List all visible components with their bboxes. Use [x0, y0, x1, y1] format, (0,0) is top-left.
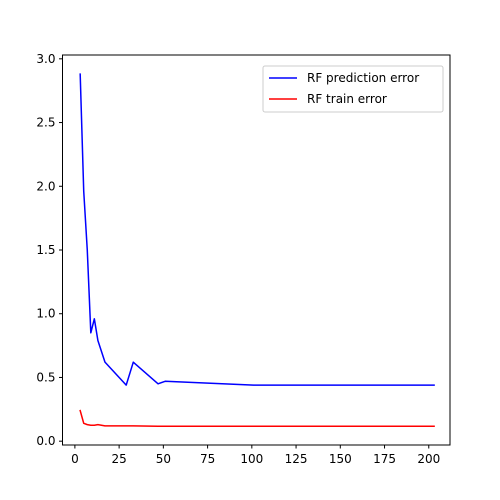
x-tick-label: 75 [200, 452, 215, 466]
y-tick-label: 0.5 [36, 370, 55, 384]
x-tick-label: 0 [71, 452, 79, 466]
series-line-prediction-error [79, 73, 435, 386]
legend-label: RF train error [307, 92, 387, 106]
plot-frame [62, 54, 451, 446]
y-axis: 0.0 0.5 1.0 1.5 2.0 2.5 3.0 [36, 52, 63, 448]
y-tick-label: 1.5 [36, 243, 55, 257]
y-tick-label: 3.0 [36, 52, 55, 66]
y-tick-label: 2.5 [36, 116, 55, 130]
legend: RF prediction error RF train error [262, 65, 444, 113]
x-tick-label: 50 [156, 452, 171, 466]
legend-label: RF prediction error [307, 71, 419, 85]
y-tick-label: 0.0 [36, 434, 55, 448]
x-tick-label: 150 [329, 452, 352, 466]
x-tick-label: 25 [111, 452, 126, 466]
x-tick-label: 125 [285, 452, 308, 466]
x-tick-label: 100 [240, 452, 263, 466]
y-tick-label: 1.0 [36, 307, 55, 321]
y-tick-label: 2.0 [36, 179, 55, 193]
legend-box [262, 65, 444, 113]
x-tick-label: 200 [417, 452, 440, 466]
series-lines [79, 73, 435, 428]
plot-area [62, 55, 450, 445]
x-axis: 0 25 50 75 100 125 150 175 200 [71, 445, 440, 466]
x-tick-label: 175 [373, 452, 396, 466]
series-line-train-error [79, 409, 435, 428]
